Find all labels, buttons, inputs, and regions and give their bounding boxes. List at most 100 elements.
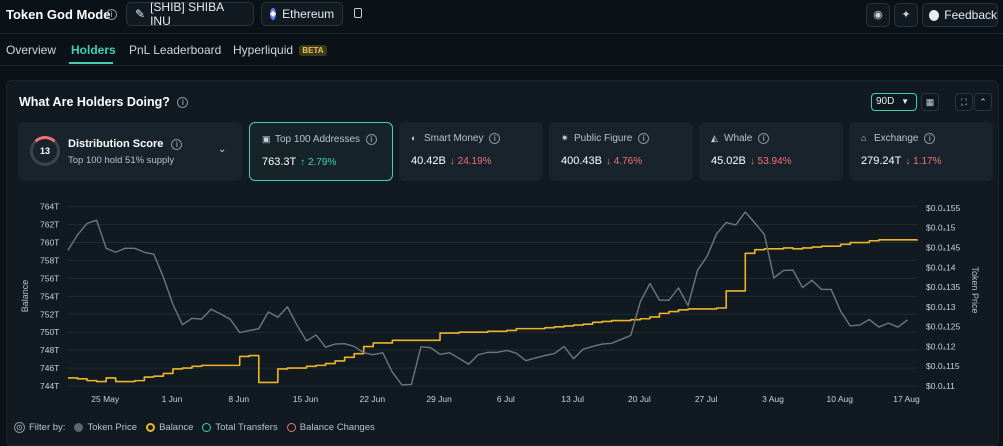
- x-tick-label: 6 Jul: [497, 394, 515, 404]
- card-value-text: 400.43B: [561, 155, 602, 167]
- distribution-title: Distribution Score i: [68, 138, 183, 150]
- tab-overview[interactable]: Overview: [6, 43, 56, 57]
- info-icon[interactable]: i: [489, 133, 501, 144]
- filter-item-label: Balance Changes: [299, 422, 375, 433]
- card-exchange[interactable]: ⌂ Exchange i 279.24T ↓ 1.17%: [849, 122, 993, 181]
- chart-series: [67, 211, 918, 386]
- filter-icon: ⊙: [14, 422, 25, 433]
- card-value: 279.24T ↓ 1.17%: [861, 155, 942, 167]
- card-top-100-addresses[interactable]: ▣ Top 100 Addresses i 763.3T ↑ 2.79%: [249, 122, 393, 181]
- token-price-line: [67, 211, 908, 386]
- card-value-text: 763.3T: [262, 156, 297, 168]
- filter-dot: [146, 423, 156, 432]
- card-value-text: 40.42B: [411, 155, 446, 167]
- beta-badge: BETA: [299, 45, 327, 56]
- chart-grid: [68, 206, 917, 387]
- x-tick-label: 3 Aug: [762, 394, 784, 404]
- x-tick-label: 13 Jul: [561, 394, 584, 404]
- header-divider: [0, 33, 1003, 34]
- y-tick-label: 750T: [40, 327, 59, 337]
- x-tick-label: 1 Jun: [162, 394, 183, 404]
- y2-tick-label: $0.0₄135: [926, 282, 960, 292]
- tab-hyperliquid-label: Hyperliquid: [233, 43, 294, 57]
- filter-balance[interactable]: Balance: [146, 422, 193, 433]
- distribution-subtitle: Top 100 hold 51% supply: [68, 155, 175, 166]
- y-tick-label: 762T: [40, 220, 59, 230]
- card-value-text: 45.02B: [711, 155, 746, 167]
- filter-total-transfers[interactable]: Total Transfers: [202, 422, 278, 433]
- info-icon[interactable]: i: [638, 133, 650, 144]
- y-tick-label: 764T: [40, 202, 59, 212]
- info-icon[interactable]: i: [758, 133, 770, 144]
- card-value: 45.02B ↓ 53.94%: [711, 155, 792, 167]
- collapse-button[interactable]: ⌃: [974, 93, 992, 111]
- pin-icon: ✦: [901, 9, 911, 21]
- tab-pnl-label: PnL Leaderboard: [129, 43, 222, 57]
- info-icon[interactable]: i: [106, 9, 117, 20]
- y2-tick-label: $0.0₄11: [926, 381, 955, 391]
- info-icon[interactable]: i: [171, 138, 183, 150]
- balance-line: [68, 239, 918, 384]
- x-tick-label: 25 May: [91, 394, 120, 404]
- filter-item-label: Token Price: [87, 422, 138, 433]
- calendar-button[interactable]: ▦: [921, 93, 939, 111]
- filter-token-price[interactable]: Token Price: [74, 422, 137, 433]
- y-tick-label: 748T: [40, 345, 59, 355]
- y-axis-label: Balance: [20, 280, 30, 313]
- y2-axis-label: Token Price: [970, 266, 980, 313]
- y-tick-label: 760T: [40, 238, 59, 248]
- page-title: Token God Mode i: [6, 7, 117, 22]
- feedback-label: Feedback: [944, 8, 997, 22]
- expand-icon: ⛶: [960, 97, 968, 107]
- chain-selector[interactable]: ◆ Ethereum: [261, 2, 343, 26]
- card-value: 400.43B ↓ 4.76%: [561, 155, 642, 167]
- y2-tick-label: $0.0₄145: [926, 243, 960, 253]
- y2-tick-label: $0.0₄14: [926, 262, 956, 272]
- tab-holders[interactable]: Holders: [71, 43, 116, 57]
- bank-icon: ⌂: [861, 133, 867, 144]
- chevron-up-icon: ⌃: [979, 97, 987, 107]
- info-icon[interactable]: i: [365, 134, 377, 145]
- card-smart-money[interactable]: ◐ Smart Money i 40.42B ↓ 24.19%: [399, 122, 543, 181]
- card-label-text: Exchange: [874, 133, 919, 145]
- card-change: ↓ 4.76%: [605, 156, 643, 167]
- range-value: 90D: [876, 96, 895, 107]
- tab-overview-label: Overview: [6, 43, 57, 57]
- watch-button[interactable]: ◉: [866, 3, 890, 27]
- pin-button[interactable]: ✦: [894, 3, 918, 27]
- y-axis-right: $0.0₄11 $0.0₄115 $0.0₄12 $0.0₄125 $0.0₄13 $0.…: [926, 203, 960, 391]
- x-tick-label: 17 Aug: [893, 394, 920, 404]
- tab-pnl-leaderboard[interactable]: PnL Leaderboard: [129, 43, 221, 57]
- caret-down-icon: ▼: [901, 97, 910, 106]
- feedback-button[interactable]: Feedback: [922, 3, 998, 27]
- x-tick-label: 20 Jul: [628, 394, 651, 404]
- card-change: ↓ 24.19%: [449, 156, 492, 167]
- tab-hyperliquid[interactable]: Hyperliquid BETA: [233, 43, 327, 57]
- chevron-down-icon[interactable]: ⌄: [218, 144, 227, 155]
- top-bar: Token God Mode i ✎ [SHIB] SHIBA INU ◆ Et…: [0, 0, 1003, 32]
- card-change: ↓ 1.17%: [905, 156, 942, 167]
- distribution-score-card[interactable]: 13 Distribution Score i Top 100 hold 51%…: [18, 122, 242, 181]
- copy-icon[interactable]: [354, 8, 362, 18]
- y-tick-label: 746T: [40, 363, 59, 373]
- filter-item-label: Balance: [159, 422, 194, 433]
- token-selector[interactable]: ✎ [SHIB] SHIBA INU: [126, 0, 254, 28]
- y-tick-label: 756T: [40, 273, 59, 283]
- brain-icon: ◐: [411, 133, 417, 144]
- card-public-figure[interactable]: ✷ Public Figure i 400.43B ↓ 4.76%: [549, 122, 693, 181]
- y2-tick-label: $0.0₄15: [926, 223, 956, 233]
- filter-balance-changes[interactable]: Balance Changes: [286, 422, 375, 433]
- active-tab-indicator: [69, 62, 113, 64]
- filter-bar: ⊙ Filter by: Token Price Balance Total T…: [14, 422, 375, 433]
- card-change: ↑ 2.79%: [300, 157, 337, 168]
- card-whale[interactable]: ◭ Whale i 45.02B ↓ 53.94%: [699, 122, 843, 181]
- range-dropdown[interactable]: 90D ▼: [871, 93, 917, 111]
- panel-title-text: What Are Holders Doing?: [19, 95, 170, 109]
- info-icon[interactable]: i: [924, 133, 936, 144]
- fullscreen-button[interactable]: ⛶: [955, 93, 973, 111]
- panel-title: What Are Holders Doing? i: [19, 95, 189, 109]
- info-icon[interactable]: i: [177, 97, 189, 109]
- chat-bubble-icon: [929, 9, 940, 21]
- star-icon: ✷: [561, 133, 569, 144]
